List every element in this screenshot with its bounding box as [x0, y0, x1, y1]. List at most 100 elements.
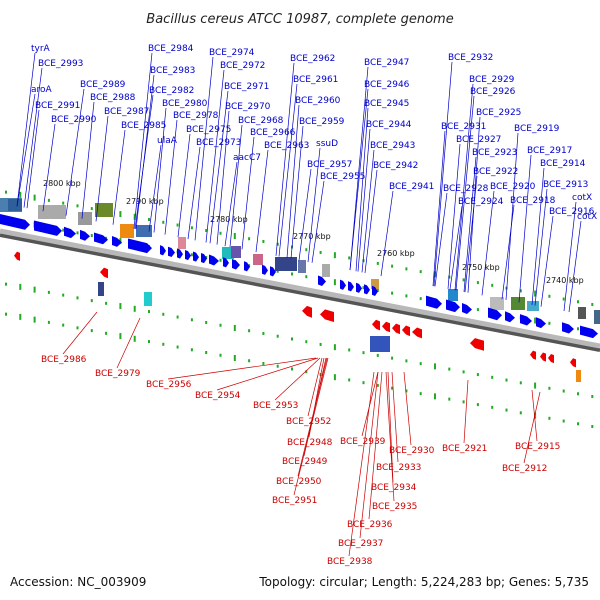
reverse-label-leader: [62, 311, 98, 355]
forward-gene-arrow: [340, 279, 346, 290]
forward-gene-arrow: [80, 229, 90, 241]
forward-gene-label: BCE_2916: [549, 207, 595, 217]
forward-gene-label: BCE_2920: [490, 182, 536, 192]
forward-gene-label: BCE_2941: [389, 182, 434, 192]
forward-label-leader: [134, 94, 154, 229]
feature-box: [8, 199, 22, 211]
reverse-gene-label: BCE_2952: [286, 417, 331, 427]
forward-gene-label: BCE_2926: [470, 87, 516, 97]
forward-gene-label: BCE_2959: [299, 117, 345, 127]
reverse-gene-label: BCE_2921: [442, 444, 487, 454]
forward-label-leader: [434, 192, 448, 287]
reverse-label-lines: [62, 311, 541, 557]
forward-gene-label: BCE_2983: [150, 66, 195, 76]
forward-gene-label: BCE_2984: [148, 44, 194, 54]
reverse-gene-arrow: [100, 267, 108, 279]
forward-gene-label: BCE_2985: [121, 121, 166, 131]
reverse-label-leader: [523, 391, 541, 464]
forward-gene-label: BCE_2947: [364, 58, 409, 68]
forward-label-leader: [433, 61, 453, 287]
forward-gene-label: BCE_2913: [543, 180, 588, 190]
forward-gene-arrow: [168, 246, 175, 258]
forward-gene-label: BCE_2925: [476, 108, 521, 118]
forward-label-leader: [164, 119, 178, 235]
scale-tick-label: 2740 kbp: [546, 276, 584, 285]
reverse-gene-label: BCE_2949: [282, 457, 328, 467]
forward-gene-arrow: [209, 254, 219, 266]
forward-label-leader: [65, 88, 85, 216]
forward-label-leader: [224, 161, 238, 247]
forward-gene-label: cotX: [577, 212, 597, 222]
reverse-label-leader: [216, 357, 319, 391]
reverse-gene-label: BCE_2935: [372, 502, 417, 512]
forward-gene-arrow: [446, 299, 460, 313]
forward-gene-arrow: [193, 251, 199, 262]
forward-gene-label: BCE_2927: [456, 135, 501, 145]
backbone-shadow: [0, 233, 600, 352]
feature-boxes: [0, 198, 600, 382]
forward-gene-arrow: [112, 235, 122, 247]
feature-box: [95, 203, 113, 217]
feature-box: [298, 260, 306, 273]
forward-label-leader: [278, 83, 298, 257]
forward-label-leader: [216, 110, 230, 245]
forward-label-leader: [16, 93, 36, 207]
reverse-gene-label: BCE_2936: [347, 520, 393, 530]
reverse-gene-label: BCE_2951: [272, 496, 317, 506]
forward-label-leader: [241, 136, 255, 250]
forward-gene-label: aacC7: [233, 153, 261, 163]
forward-gene-label: BCE_2971: [224, 82, 269, 92]
forward-label-leader: [349, 88, 369, 271]
scale-tick-label: 2750 kbp: [462, 263, 500, 272]
backbone: [0, 228, 600, 352]
genome-stats-text: Topology: circular; Length: 5,224,283 bp…: [258, 575, 589, 589]
forward-gene-label: BCE_2973: [196, 138, 241, 148]
forward-gene-label: BCE_2918: [510, 196, 556, 206]
forward-label-leader: [298, 168, 312, 261]
feature-box: [78, 212, 92, 225]
forward-gene-arrow: [364, 284, 370, 295]
reverse-label-leader: [274, 357, 321, 401]
forward-gene-label: BCE_2917: [527, 146, 572, 156]
forward-label-leader: [95, 115, 109, 222]
forward-label-leader: [229, 124, 243, 248]
reverse-label-leader: [463, 379, 469, 444]
reverse-gene-arrow: [302, 305, 312, 318]
forward-gene-arrow: [356, 282, 362, 293]
forward-gene-label: BCE_2987: [104, 107, 149, 117]
reverse-genes: [14, 251, 576, 368]
forward-gene-label: BCE_2932: [448, 53, 493, 63]
reverse-label-leader: [293, 357, 329, 496]
reverse-gene-label: BCE_2953: [253, 401, 298, 411]
accession-text: Accession: NC_003909: [10, 575, 146, 589]
forward-gene-label: BCE_2966: [250, 128, 296, 138]
forward-gene-arrow: [520, 314, 532, 326]
reverse-gene-arrow: [540, 352, 546, 362]
forward-label-leader: [290, 125, 304, 259]
forward-label-leader: [112, 129, 126, 225]
feature-box: [275, 257, 297, 271]
feature-box: [322, 264, 330, 277]
forward-label-leader: [464, 175, 478, 293]
feature-box: [371, 279, 379, 289]
forward-label-leader: [286, 104, 300, 259]
feature-box: [38, 205, 66, 219]
forward-gene-label: BCE_2944: [366, 120, 412, 130]
forward-gene-label: tyrA: [31, 44, 51, 54]
feature-box: [253, 254, 263, 265]
forward-label-leader: [518, 154, 532, 303]
forward-label-leader: [534, 188, 548, 306]
forward-gene-arrow: [185, 249, 191, 261]
reverse-label-leader: [403, 371, 412, 446]
forward-gene-label: BCE_2990: [51, 115, 97, 125]
forward-label-leader: [209, 90, 229, 244]
forward-gene-label: BCE_2962: [290, 54, 335, 64]
forward-gene-arrow: [270, 266, 276, 277]
forward-gene-label: BCE_2974: [209, 48, 255, 58]
forward-gene-arrow: [580, 325, 598, 339]
forward-gene-label: BCE_2943: [370, 141, 415, 151]
reverse-gene-label: BCE_2986: [41, 355, 87, 365]
reverse-gene-label: BCE_2956: [146, 380, 192, 390]
reverse-label-leader: [348, 371, 375, 557]
